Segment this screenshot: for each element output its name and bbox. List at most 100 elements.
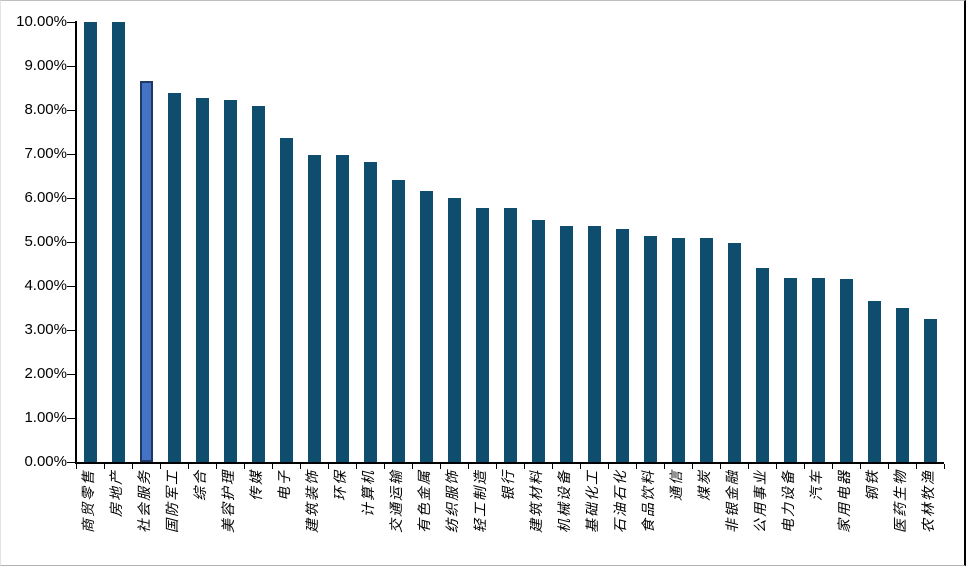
x-axis-category-label: 计算机	[362, 469, 377, 517]
x-axis-tick	[804, 464, 805, 469]
x-axis-category-label: 机械设备	[558, 469, 573, 533]
x-axis-tick	[440, 464, 441, 469]
x-axis-tick	[328, 464, 329, 469]
x-axis-category-label: 房地产	[110, 469, 125, 517]
x-axis-tick	[608, 464, 609, 469]
bar	[783, 277, 797, 462]
x-axis-tick	[272, 464, 273, 469]
bar	[391, 180, 405, 462]
y-axis-tick	[67, 66, 75, 67]
bar	[447, 198, 461, 462]
bar	[335, 154, 349, 462]
y-axis-tick	[67, 462, 75, 463]
x-axis-tick	[524, 464, 525, 469]
x-axis-tick	[692, 464, 693, 469]
bar	[251, 106, 265, 462]
x-axis-category-label: 汽车	[810, 469, 825, 501]
x-axis-category-label: 石油石化	[614, 469, 629, 533]
bar-highlighted	[139, 81, 153, 462]
x-axis-category-label: 银行	[502, 469, 517, 501]
y-axis-tick	[67, 330, 75, 331]
y-axis-tick-label: 3.00%	[24, 321, 67, 338]
x-axis-tick	[916, 464, 917, 469]
bar	[503, 208, 517, 462]
x-axis-category-label: 公用事业	[754, 469, 769, 533]
y-axis-tick	[67, 242, 75, 243]
y-axis-tick-label: 4.00%	[24, 277, 67, 294]
x-axis-category-label: 钢铁	[866, 469, 881, 501]
y-axis-tick-label: 8.00%	[24, 101, 67, 118]
bar	[643, 236, 657, 462]
bar	[587, 226, 601, 462]
y-axis-tick-label: 5.00%	[24, 233, 67, 250]
x-axis-category-label: 交通运输	[390, 469, 405, 533]
x-axis-tick	[244, 464, 245, 469]
x-axis-category-label: 通信	[670, 469, 685, 501]
x-axis-category-label: 建筑装饰	[306, 469, 321, 533]
x-axis-tick	[664, 464, 665, 469]
x-axis-category-label: 基础化工	[586, 469, 601, 533]
x-axis-tick	[888, 464, 889, 469]
x-axis-tick	[216, 464, 217, 469]
x-axis-tick	[496, 464, 497, 469]
x-axis-category-label: 综合	[194, 469, 209, 501]
bar	[615, 228, 629, 462]
bar	[111, 22, 125, 462]
x-axis-category-label: 非银金融	[726, 469, 741, 533]
x-axis-category-label: 国防军工	[166, 469, 181, 533]
x-axis-tick	[412, 464, 413, 469]
y-axis-tick	[67, 374, 75, 375]
x-axis-tick	[132, 464, 133, 469]
x-axis-category-label: 美容护理	[222, 469, 237, 533]
x-axis-category-label: 传媒	[250, 469, 265, 501]
bar	[727, 242, 741, 462]
bar	[923, 318, 937, 462]
y-axis-tick	[67, 154, 75, 155]
y-axis-tick	[67, 286, 75, 287]
x-axis-line	[75, 462, 944, 464]
y-axis-tick-label: 0.00%	[24, 453, 67, 470]
x-axis-tick	[300, 464, 301, 469]
bar	[531, 220, 545, 462]
x-axis-tick	[104, 464, 105, 469]
x-axis-tick	[860, 464, 861, 469]
x-axis-category-label: 电子	[278, 469, 293, 501]
y-axis-tick-label: 10.00%	[16, 13, 67, 30]
x-axis-category-label: 农林牧渔	[922, 469, 937, 533]
x-axis-tick	[776, 464, 777, 469]
x-axis-category-label: 建筑材料	[530, 469, 545, 533]
bar	[83, 22, 97, 462]
x-axis-category-label: 食品饮料	[642, 469, 657, 533]
y-axis-tick-label: 9.00%	[24, 57, 67, 74]
bar	[279, 138, 293, 462]
bar	[559, 225, 573, 462]
bar	[811, 278, 825, 462]
bar	[167, 93, 181, 462]
bar	[699, 238, 713, 462]
bar	[363, 162, 377, 462]
x-axis-category-label: 轻工制造	[474, 469, 489, 533]
x-axis-category-label: 煤炭	[698, 469, 713, 501]
bar	[895, 308, 909, 462]
bar	[671, 237, 685, 462]
x-axis-tick	[356, 464, 357, 469]
bar	[839, 278, 853, 462]
y-axis-tick	[67, 110, 75, 111]
x-axis-tick	[552, 464, 553, 469]
bar	[419, 191, 433, 462]
y-axis-tick-label: 7.00%	[24, 145, 67, 162]
y-axis-tick-label: 2.00%	[24, 365, 67, 382]
y-axis-line	[75, 21, 77, 464]
x-axis-tick	[188, 464, 189, 469]
y-axis-tick-label: 6.00%	[24, 189, 67, 206]
y-axis-tick	[67, 22, 75, 23]
x-axis-category-label: 有色金属	[418, 469, 433, 533]
x-axis-category-label: 社会服务	[138, 469, 153, 533]
x-axis-category-label: 电力设备	[782, 469, 797, 533]
bar	[867, 300, 881, 462]
x-axis-tick	[76, 464, 77, 469]
x-axis-tick	[636, 464, 637, 469]
y-axis-tick	[67, 198, 75, 199]
x-axis-tick	[160, 464, 161, 469]
x-axis-tick	[468, 464, 469, 469]
